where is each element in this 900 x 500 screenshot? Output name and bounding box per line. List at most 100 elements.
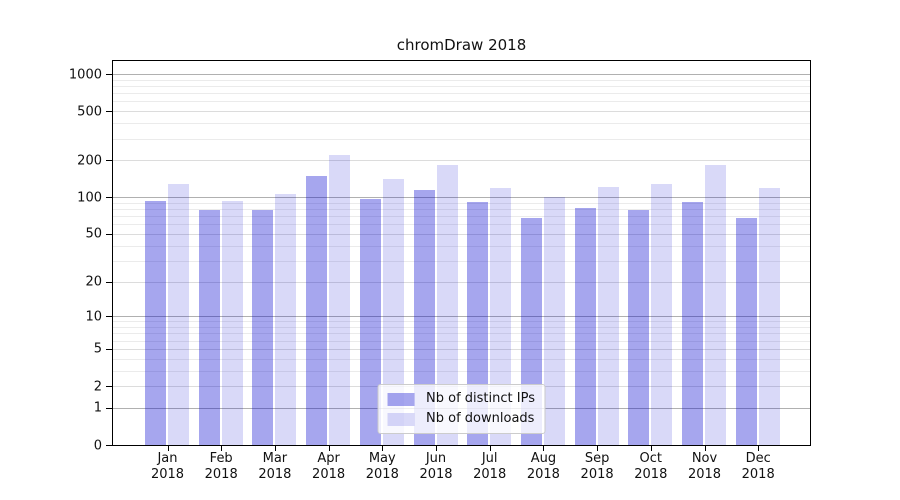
y-tick-label-20: 20 (85, 274, 102, 290)
chart-title: chromDraw 2018 (396, 36, 527, 54)
y-tick-label-2: 2 (93, 379, 102, 394)
gridline-y-700 (113, 93, 810, 95)
gridline-y-5 (113, 348, 810, 350)
legend-label-distinct-ips: Nb of distinct IPs (426, 391, 535, 406)
y-tick-10 (106, 316, 112, 318)
gridline-y-800 (113, 86, 810, 87)
gridline-y-500 (113, 111, 810, 113)
bar-distinct-ips-mar (252, 209, 274, 445)
bar-distinct-ips-nov (682, 202, 703, 445)
gridline-y-20 (113, 281, 810, 283)
y-tick-50 (106, 233, 112, 235)
y-tick-1 (106, 407, 112, 409)
gridline-y-1000 (113, 74, 810, 75)
gridline-y-6 (113, 340, 810, 342)
x-tick-label-dec: Dec 2018 (741, 451, 775, 482)
gridline-y-8 (113, 327, 810, 328)
gridline-y-3 (113, 370, 810, 372)
gridline-y-50 (113, 233, 810, 235)
gridline-y-10 (113, 316, 810, 318)
y-tick-200 (106, 160, 112, 162)
legend-swatch-downloads (387, 412, 415, 426)
x-tick-label-jun: Jun 2018 (419, 451, 453, 482)
legend-row-downloads: Nb of downloads (387, 412, 535, 426)
bar-distinct-ips-jun (413, 190, 435, 445)
bar-downloads-may (382, 179, 404, 445)
gridline-y-300 (113, 138, 810, 140)
bar-downloads-aug (543, 196, 565, 445)
legend-row-distinct-ips: Nb of distinct IPs (387, 392, 535, 406)
gridline-y-900 (113, 79, 810, 81)
x-tick-nov (704, 446, 706, 451)
x-tick-label-nov: Nov 2018 (687, 451, 722, 482)
gridline-y-100 (113, 197, 810, 199)
y-tick-label-5: 5 (93, 341, 102, 357)
bar-downloads-feb (221, 200, 243, 445)
y-tick-5 (106, 348, 112, 350)
bar-downloads-apr (329, 155, 351, 445)
bar-downloads-jul (490, 187, 512, 445)
gridline-y-80 (113, 209, 810, 210)
x-tick-label-feb: Feb 2018 (204, 451, 238, 482)
x-tick-oct (650, 446, 652, 451)
bar-distinct-ips-jan (145, 201, 166, 445)
plot-area: Nb of distinct IPs Nb of downloads (112, 60, 811, 446)
x-tick-jan (167, 446, 169, 451)
x-tick-aug (543, 446, 545, 451)
x-tick-sep (597, 446, 599, 451)
x-tick-label-may: May 2018 (365, 451, 399, 482)
y-tick-label-200: 200 (77, 153, 102, 169)
bar-downloads-mar (275, 194, 297, 445)
bar-downloads-jun (436, 165, 458, 445)
x-tick-label-jul: Jul 2018 (473, 451, 507, 482)
gridline-y-90 (113, 202, 810, 204)
bar-downloads-dec (758, 187, 780, 445)
gridline-y-9 (113, 321, 810, 323)
y-tick-label-0: 0 (93, 438, 102, 453)
gridline-y-600 (113, 101, 810, 103)
y-tick-0 (106, 445, 112, 446)
bar-downloads-nov (705, 165, 726, 445)
x-tick-feb (221, 446, 223, 451)
x-tick-label-aug: Aug 2018 (526, 451, 560, 482)
x-tick-jul (489, 446, 491, 451)
y-tick-1000 (106, 74, 112, 75)
bar-downloads-sep (597, 186, 619, 445)
bar-downloads-oct (651, 184, 673, 445)
x-tick-dec (758, 446, 760, 451)
y-tick-100 (106, 197, 112, 199)
x-tick-label-jan: Jan 2018 (150, 451, 185, 482)
gridline-y-40 (113, 245, 810, 247)
x-tick-label-sep: Sep 2018 (580, 451, 614, 482)
bar-distinct-ips-may (359, 199, 381, 445)
legend-swatch-distinct-ips (387, 392, 415, 406)
x-tick-may (382, 446, 384, 451)
bar-downloads-jan (168, 184, 189, 445)
bar-distinct-ips-oct (628, 209, 650, 445)
gridline-y-7 (113, 333, 810, 335)
y-tick-label-10: 10 (85, 309, 102, 325)
legend-label-downloads: Nb of downloads (426, 411, 535, 426)
y-tick-500 (106, 111, 112, 113)
gridline-y-70 (113, 216, 810, 218)
y-tick-label-500: 500 (77, 104, 102, 120)
gridline-y-60 (113, 224, 810, 226)
x-tick-label-oct: Oct 2018 (634, 451, 668, 482)
legend: Nb of distinct IPs Nb of downloads (377, 384, 546, 434)
x-tick-label-mar: Mar 2018 (258, 451, 292, 482)
y-tick-label-1: 1 (93, 400, 102, 416)
x-tick-apr (328, 446, 330, 451)
gridline-y-4 (113, 358, 810, 360)
bar-distinct-ips-dec (735, 217, 757, 445)
y-tick-label-50: 50 (85, 226, 102, 242)
bar-distinct-ips-sep (574, 208, 596, 445)
y-tick-label-100: 100 (77, 190, 102, 206)
gridline-y-400 (113, 123, 810, 125)
y-tick-label-1000: 1000 (68, 67, 102, 82)
y-tick-20 (106, 281, 112, 283)
x-tick-mar (274, 446, 276, 451)
bar-distinct-ips-feb (198, 209, 220, 445)
x-tick-label-apr: Apr 2018 (312, 451, 346, 482)
x-tick-jun (436, 446, 437, 451)
